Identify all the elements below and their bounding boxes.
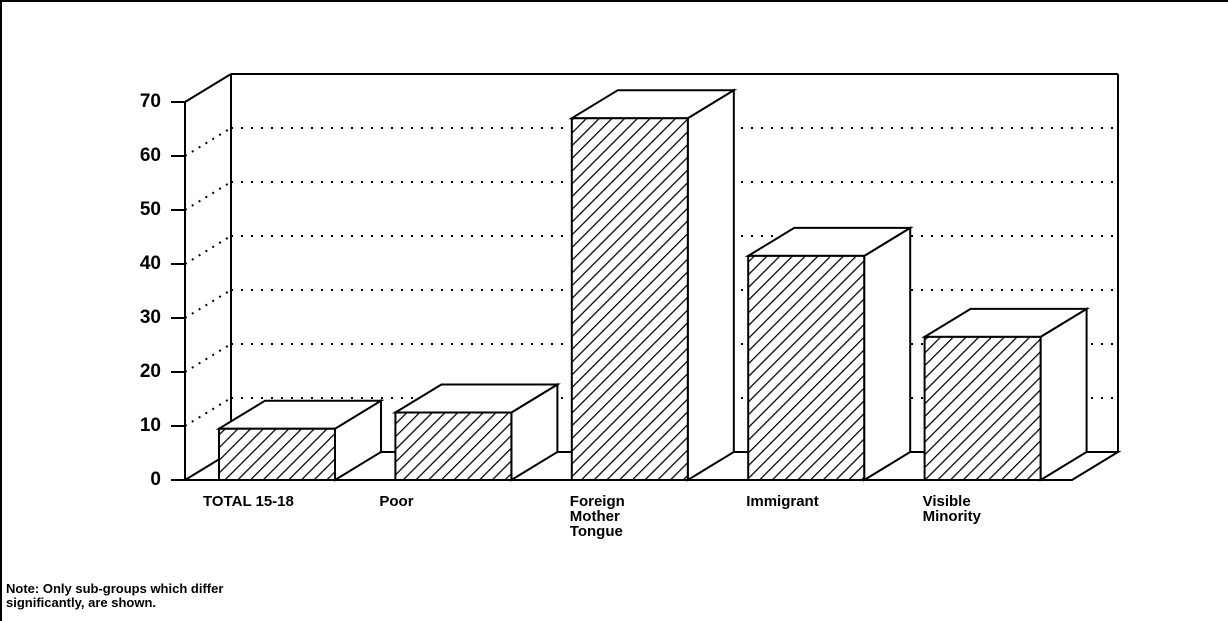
bar (568, 88, 738, 482)
bar-front (747, 254, 866, 481)
bar-side (863, 226, 912, 482)
bar-side (686, 88, 735, 482)
bar (921, 307, 1091, 482)
y-tick-label: 20 (140, 361, 161, 382)
grid-line (184, 181, 232, 211)
x-tick-label: Visible Minority (922, 493, 981, 525)
grid-line (184, 397, 232, 427)
grid-line (184, 127, 232, 157)
x-tick-label: Foreign Mother Tongue (569, 493, 625, 540)
grid-line (184, 235, 232, 265)
x-tick-label: Immigrant (746, 493, 819, 510)
y-tick-label: 50 (140, 199, 161, 220)
note: Note: Only sub-groups which differ signi… (6, 581, 224, 610)
grid-line (184, 289, 232, 319)
bar-front (570, 117, 689, 481)
y-tick-label: 0 (150, 469, 161, 490)
x-tick-label: TOTAL 15-18 (203, 493, 294, 510)
x-tick-label: Poor (379, 493, 414, 510)
y-tick-label: 30 (140, 307, 161, 328)
bar-front (923, 335, 1042, 481)
bar-front (218, 427, 336, 481)
grid-line (184, 343, 232, 373)
bar (744, 226, 914, 482)
y-tick-label: 60 (140, 145, 161, 166)
bar-side (1039, 307, 1088, 482)
y-tick-label: 10 (140, 415, 161, 436)
bar-front (394, 411, 513, 481)
y-tick-label: 40 (140, 253, 161, 274)
side-top (184, 73, 232, 103)
y-tick-label: 70 (140, 91, 161, 112)
bar (391, 382, 561, 482)
bar (215, 398, 385, 482)
